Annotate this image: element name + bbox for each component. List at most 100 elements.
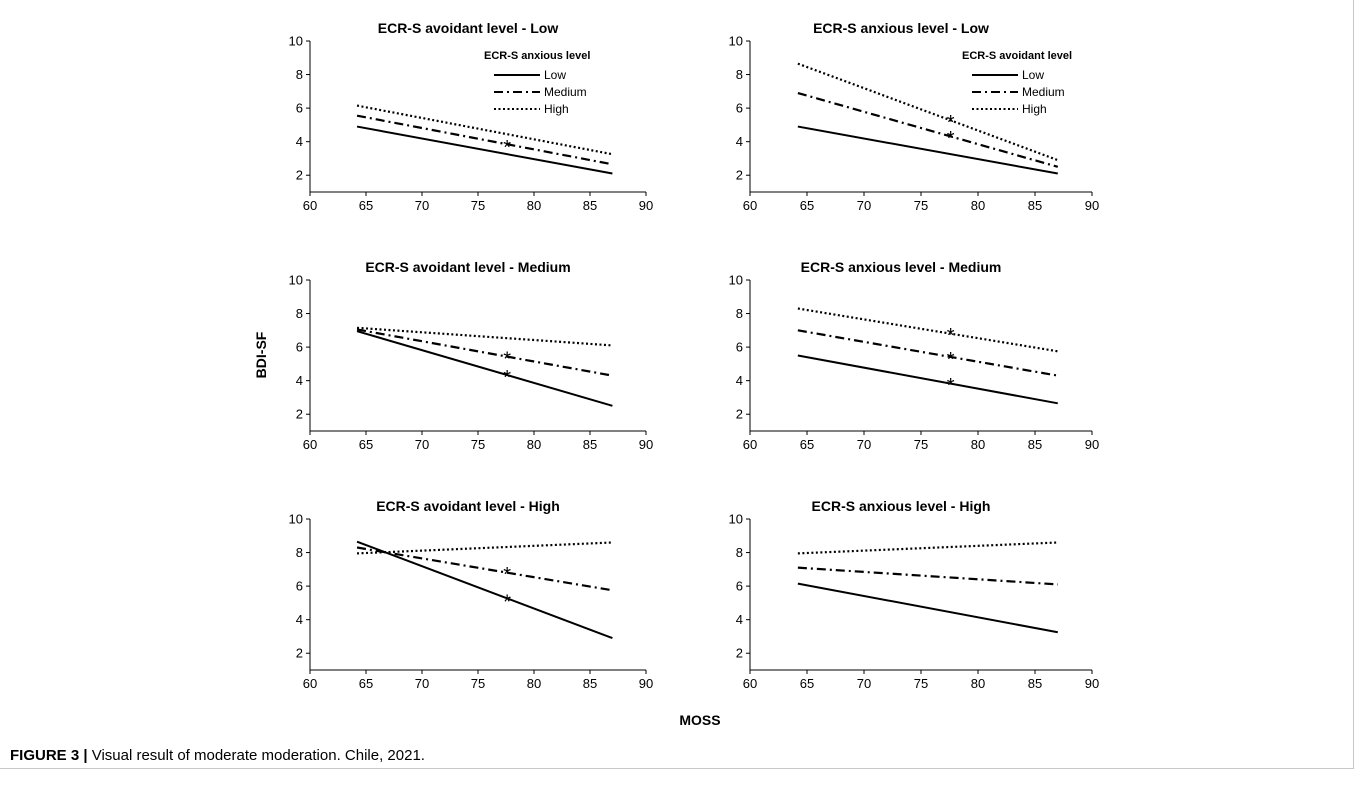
- y-tick-label: 10: [289, 512, 303, 527]
- chart-panel-2: 2 4 6 8 10 60 65 70 75 80 85 90 ECR-S anxious level …: [729, 20, 1100, 213]
- chart-panel-3: 2 4 6 8 10 60 65 70 75 80 85 90 ECR-S avoidant level…: [289, 259, 654, 452]
- significance-marker: *: [503, 564, 511, 586]
- x-tick-label: 60: [303, 437, 317, 452]
- x-tick-label: 65: [359, 437, 373, 452]
- panel-title: ECR-S avoidant level - Low: [378, 20, 559, 36]
- legend-label: High: [1022, 102, 1047, 116]
- significance-marker: *: [503, 367, 511, 389]
- x-axis-label: MOSS: [679, 712, 720, 728]
- y-tick-label: 6: [736, 579, 743, 594]
- x-tick-label: 70: [415, 198, 429, 213]
- x-tick-label: 90: [1085, 198, 1099, 213]
- legend-title: ECR-S anxious level: [484, 50, 590, 62]
- series-line-medium: [797, 91, 1059, 168]
- x-tick-label: 80: [971, 437, 985, 452]
- significance-marker: *: [947, 112, 955, 134]
- chart-panel-4: 2 4 6 8 10 60 65 70 75 80 85 90 ECR-S anxious level …: [729, 259, 1100, 452]
- x-tick-label: 90: [1085, 437, 1099, 452]
- y-tick-label: 8: [296, 545, 303, 560]
- x-tick-label: 60: [303, 198, 317, 213]
- y-tick-label: 8: [736, 306, 743, 321]
- series-line-medium: [797, 329, 1058, 377]
- y-tick-label: 4: [736, 373, 743, 388]
- x-tick-label: 65: [800, 676, 814, 691]
- x-tick-label: 90: [639, 676, 653, 691]
- x-tick-label: 70: [857, 437, 871, 452]
- figure-frame: [0, 0, 1354, 769]
- y-tick-label: 10: [729, 512, 743, 527]
- legend-label: Low: [1022, 68, 1044, 82]
- x-tick-label: 80: [527, 676, 541, 691]
- x-tick-label: 75: [914, 676, 928, 691]
- x-tick-label: 60: [743, 676, 757, 691]
- x-tick-label: 75: [471, 198, 485, 213]
- caption-label: FIGURE 3 |: [10, 747, 88, 764]
- y-tick-label: 2: [736, 168, 743, 183]
- significance-marker: *: [503, 348, 511, 370]
- y-tick-label: 8: [736, 67, 743, 82]
- series-line-low: [797, 582, 1058, 634]
- y-tick-label: 8: [736, 545, 743, 560]
- panel-title: ECR-S anxious level - Low: [813, 20, 989, 36]
- series-line-low: [356, 330, 613, 407]
- x-tick-label: 85: [1028, 676, 1042, 691]
- figure-charts: BDI-SF MOSS 2 4 6 8 10 60 65 70 75 80 85 90 ECR-S av…: [253, 20, 1100, 728]
- significance-marker: *: [503, 137, 511, 159]
- y-tick-label: 4: [736, 612, 743, 627]
- x-tick-label: 85: [583, 676, 597, 691]
- y-tick-label: 2: [296, 168, 303, 183]
- panel-title: ECR-S anxious level - High: [812, 498, 991, 514]
- x-tick-label: 80: [527, 198, 541, 213]
- y-tick-label: 4: [296, 612, 303, 627]
- y-tick-label: 4: [296, 134, 303, 149]
- series-line-low: [356, 540, 613, 640]
- x-tick-label: 90: [639, 437, 653, 452]
- significance-marker: *: [947, 375, 955, 397]
- x-tick-label: 85: [583, 437, 597, 452]
- legend-label: Medium: [544, 85, 587, 99]
- series-line-medium: [356, 546, 613, 592]
- y-tick-label: 2: [736, 646, 743, 661]
- x-tick-label: 90: [1085, 676, 1099, 691]
- x-tick-label: 75: [914, 198, 928, 213]
- significance-marker: *: [947, 128, 955, 150]
- y-tick-label: 6: [296, 340, 303, 355]
- series-line-high: [797, 307, 1058, 353]
- panel-title: ECR-S avoidant level - High: [376, 498, 560, 514]
- y-tick-label: 8: [296, 306, 303, 321]
- series-line-high: [797, 541, 1058, 555]
- legend-label: Medium: [1022, 85, 1065, 99]
- caption-text: Visual result of moderate moderation. Ch…: [87, 747, 425, 764]
- x-tick-label: 75: [471, 437, 485, 452]
- series-line-low: [356, 125, 613, 175]
- chart-panel-1: 2 4 6 8 10 60 65 70 75 80 85 90 ECR-S avoidant level…: [289, 20, 654, 213]
- legend-label: High: [544, 102, 569, 116]
- significance-marker: *: [947, 325, 955, 347]
- y-tick-label: 4: [736, 134, 743, 149]
- x-tick-label: 80: [971, 676, 985, 691]
- y-tick-label: 2: [296, 407, 303, 422]
- x-tick-label: 80: [971, 198, 985, 213]
- series-line-high: [356, 104, 613, 156]
- x-tick-label: 60: [743, 437, 757, 452]
- y-axis-label: BDI-SF: [253, 331, 269, 378]
- panel-title: ECR-S avoidant level - Medium: [365, 259, 570, 275]
- y-tick-label: 6: [736, 101, 743, 116]
- series-line-medium: [356, 114, 613, 166]
- significance-marker: *: [503, 592, 511, 614]
- series-line-high: [797, 62, 1059, 162]
- figure-caption: FIGURE 3 | Visual result of moderate mod…: [10, 747, 425, 764]
- legend-label: Low: [544, 68, 566, 82]
- x-tick-label: 90: [639, 198, 653, 213]
- x-tick-label: 65: [800, 437, 814, 452]
- y-tick-label: 10: [729, 34, 743, 49]
- series-line-low: [797, 125, 1058, 175]
- y-tick-label: 4: [296, 373, 303, 388]
- y-tick-label: 10: [729, 273, 743, 288]
- y-tick-label: 10: [289, 273, 303, 288]
- significance-marker: *: [947, 349, 955, 371]
- x-tick-label: 60: [743, 198, 757, 213]
- legend-title: ECR-S avoidant level: [962, 50, 1072, 62]
- x-tick-label: 75: [914, 437, 928, 452]
- x-tick-label: 75: [471, 676, 485, 691]
